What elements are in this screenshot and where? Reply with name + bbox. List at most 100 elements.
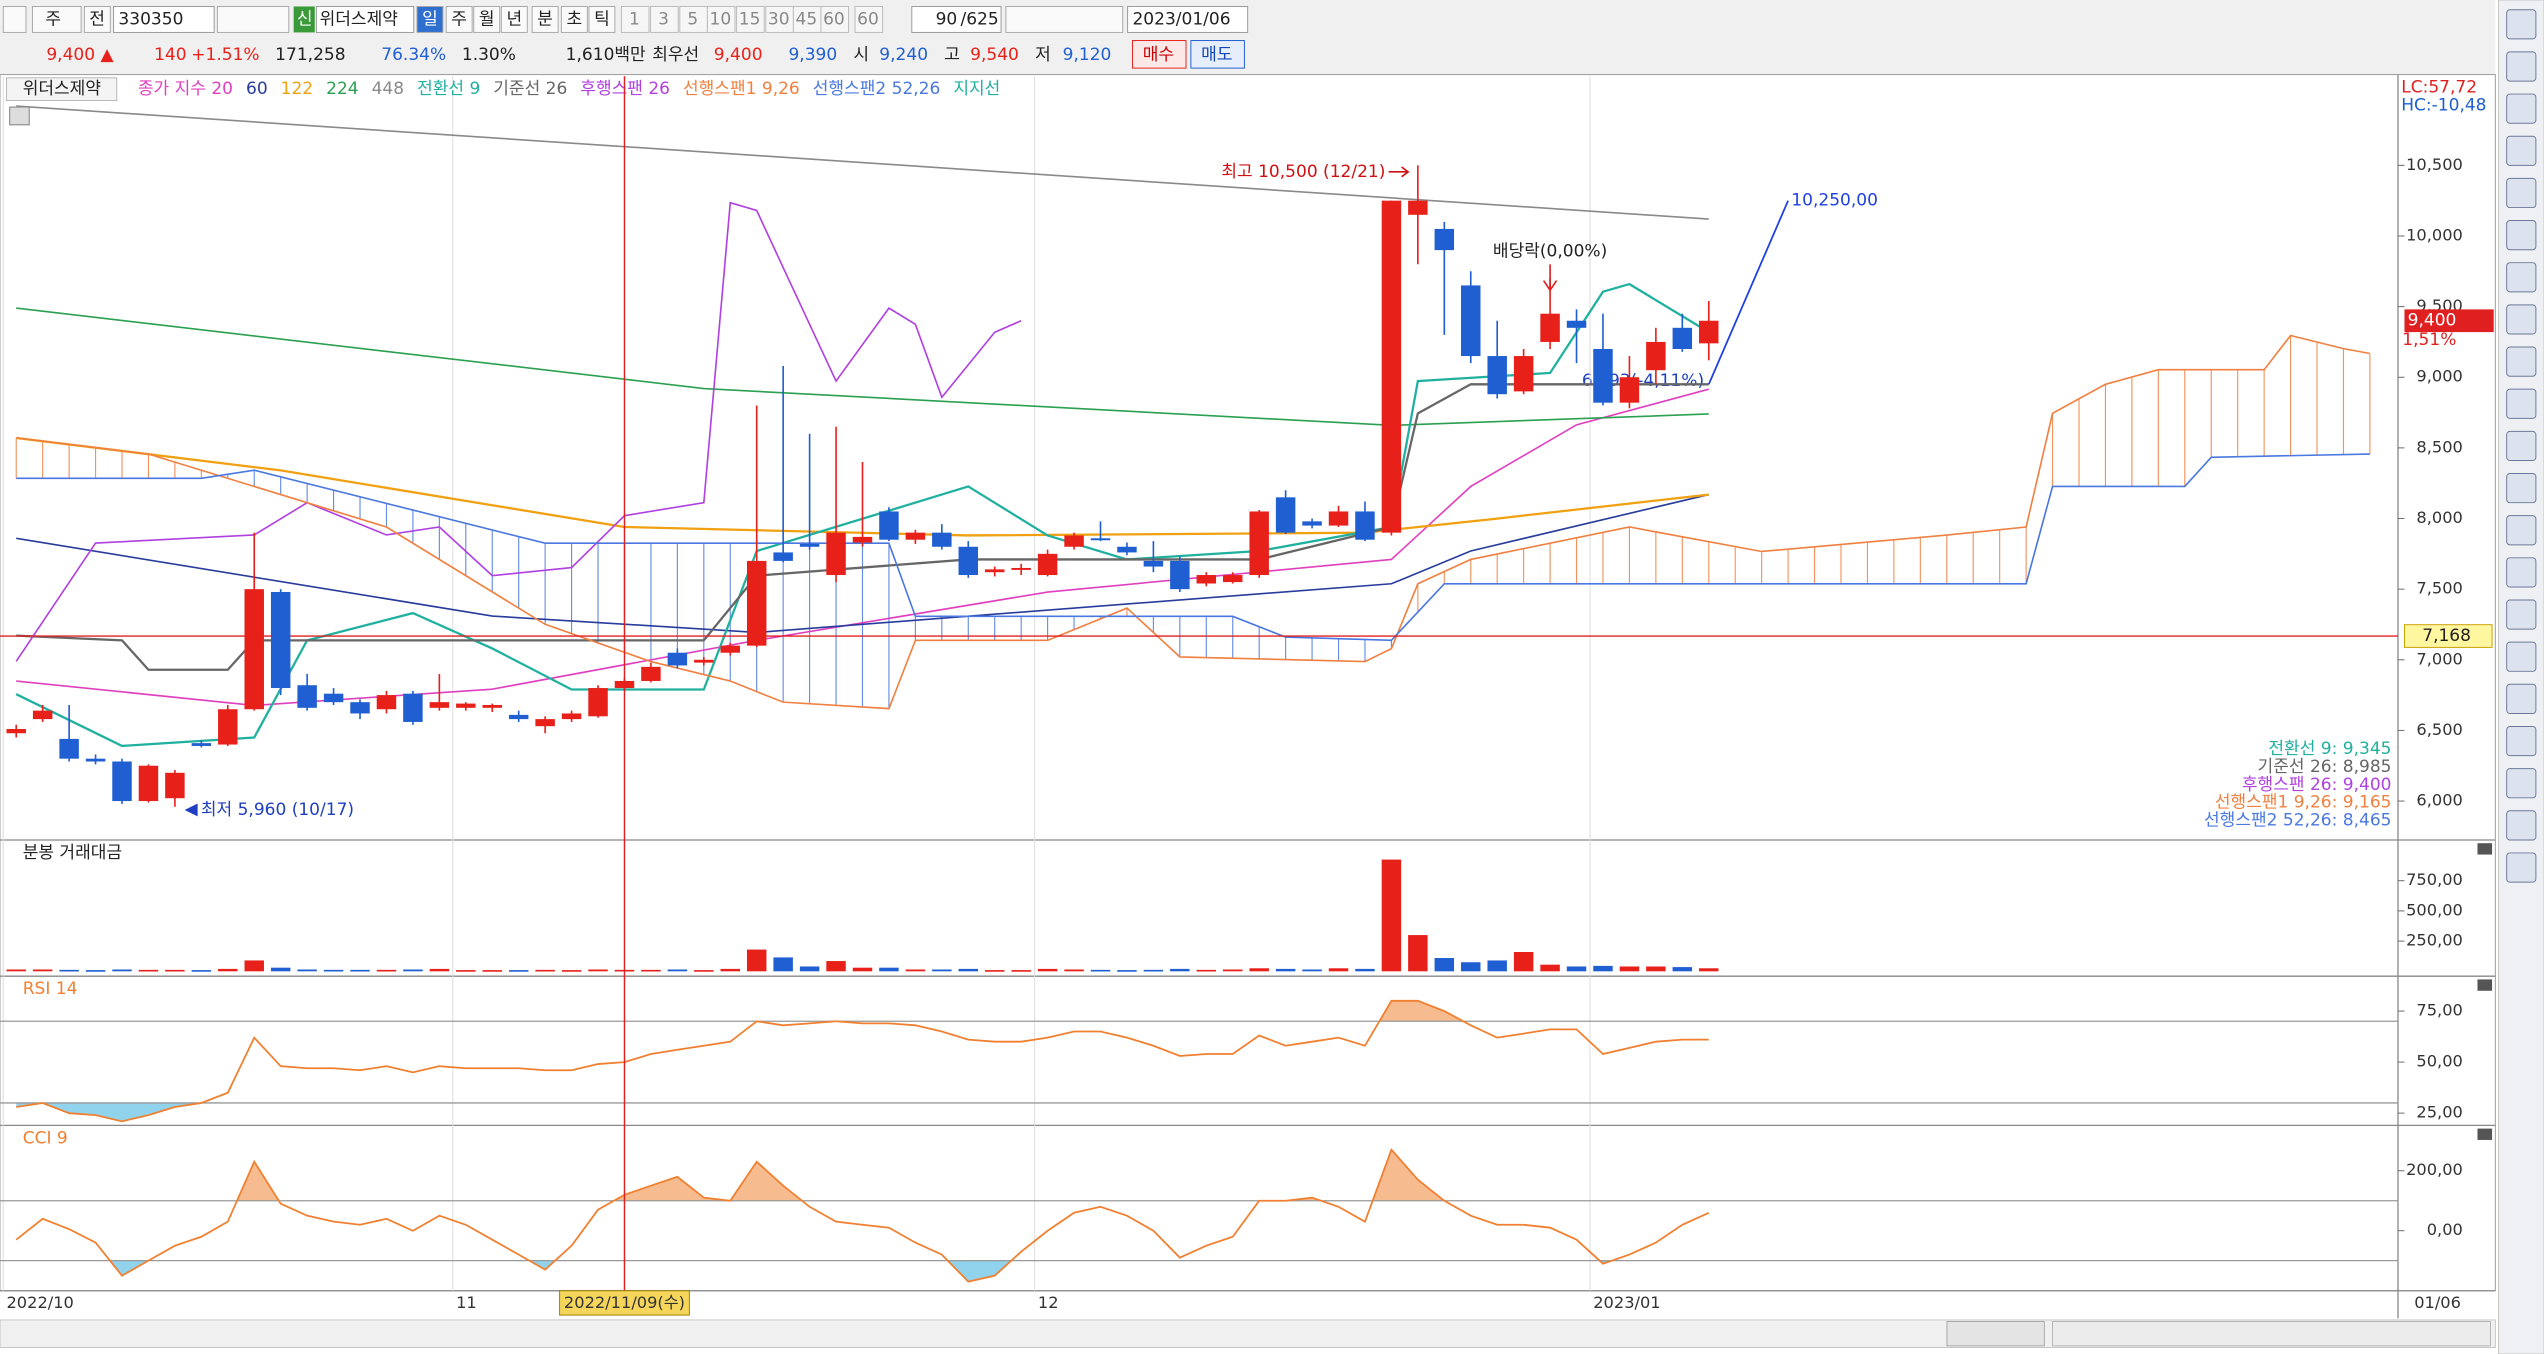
hc: HC:-10,48 bbox=[2401, 95, 2486, 115]
candle-body bbox=[1223, 575, 1243, 583]
tool-icon[interactable] bbox=[2506, 430, 2537, 462]
volume-bar bbox=[694, 970, 714, 972]
volume-bar bbox=[1646, 966, 1666, 972]
volume-bar bbox=[1170, 968, 1190, 972]
panel-button[interactable] bbox=[2477, 1128, 2493, 1140]
period-button[interactable] bbox=[531, 5, 559, 33]
tool-icon[interactable] bbox=[2506, 51, 2537, 82]
tool-icon[interactable] bbox=[2506, 725, 2537, 757]
period-button[interactable] bbox=[445, 5, 473, 33]
tool-icon[interactable] bbox=[2506, 557, 2537, 588]
volume-bar bbox=[165, 969, 185, 972]
count-input[interactable] bbox=[911, 5, 1002, 33]
code-input[interactable] bbox=[113, 5, 215, 33]
candle-body bbox=[1355, 511, 1375, 540]
tool-icon[interactable] bbox=[2506, 93, 2537, 124]
prev-button[interactable] bbox=[83, 5, 111, 33]
volume-bar bbox=[350, 969, 370, 972]
tool-icon[interactable] bbox=[2506, 304, 2537, 335]
volume-bar bbox=[218, 968, 238, 972]
legend-entry: 122 bbox=[281, 79, 313, 99]
volume-bar bbox=[244, 960, 264, 972]
tool-icon[interactable] bbox=[2506, 683, 2537, 714]
interval: 45 bbox=[796, 9, 818, 29]
credit: 신 bbox=[297, 9, 313, 29]
period-button[interactable] bbox=[416, 5, 444, 33]
candle-body bbox=[6, 729, 26, 734]
zoom-controls[interactable] bbox=[2051, 1321, 2491, 1347]
tool-icon[interactable] bbox=[2506, 135, 2537, 166]
period-button[interactable] bbox=[560, 5, 588, 33]
menu-button[interactable] bbox=[2, 5, 27, 33]
tool-icon[interactable] bbox=[2506, 599, 2537, 630]
candle-body bbox=[1646, 341, 1666, 371]
period: 분 bbox=[537, 9, 553, 29]
y-tick-label: 7,000 bbox=[2416, 649, 2462, 668]
volume-bar bbox=[746, 949, 767, 972]
search-buttons[interactable] bbox=[216, 5, 290, 33]
volume-bar bbox=[1699, 968, 1719, 972]
tool-icon[interactable] bbox=[2506, 515, 2537, 546]
candle-body bbox=[1381, 200, 1402, 533]
candle-body bbox=[403, 693, 423, 722]
price: 9,400 ▲ bbox=[46, 45, 114, 65]
high: 9,540 bbox=[970, 45, 1019, 65]
readout: 후행스팬 26: 9,400 bbox=[2242, 775, 2392, 795]
tool-buttons[interactable] bbox=[1005, 5, 1124, 33]
sell-button[interactable] bbox=[1190, 40, 1245, 69]
scroll-controls[interactable] bbox=[1946, 1321, 2045, 1347]
interval-button[interactable] bbox=[706, 5, 736, 33]
interval-button[interactable] bbox=[620, 5, 650, 33]
tool-icon[interactable] bbox=[2506, 9, 2537, 40]
interval-button[interactable] bbox=[650, 5, 679, 33]
volume-bar bbox=[6, 969, 26, 972]
period-button[interactable] bbox=[588, 5, 616, 33]
interval-button[interactable] bbox=[854, 5, 884, 33]
period-button[interactable] bbox=[473, 5, 501, 33]
open-label: 시 bbox=[853, 45, 869, 65]
interval-button[interactable] bbox=[820, 5, 850, 33]
panel-icon[interactable] bbox=[9, 106, 30, 126]
candle-body bbox=[1196, 575, 1217, 584]
tool-icon[interactable] bbox=[2506, 852, 2537, 883]
period-button[interactable] bbox=[500, 5, 528, 33]
y-tick-label: 6,000 bbox=[2416, 791, 2462, 810]
panel-button[interactable] bbox=[2477, 979, 2493, 991]
buy-button[interactable] bbox=[1131, 40, 1187, 69]
legend-entry: 224 bbox=[326, 79, 358, 99]
y-tick-label: 25,00 bbox=[2416, 1103, 2462, 1122]
tool-icon[interactable] bbox=[2506, 262, 2537, 293]
panel-button[interactable] bbox=[2477, 843, 2493, 855]
candle-body bbox=[1672, 327, 1693, 349]
low-note: 최저 5,960 (10/17) bbox=[201, 800, 354, 820]
interval-button[interactable] bbox=[792, 5, 822, 33]
interval-button[interactable] bbox=[736, 5, 765, 33]
tool-icon[interactable] bbox=[2506, 641, 2537, 672]
candle-body bbox=[1170, 560, 1190, 590]
candle-body bbox=[1064, 535, 1084, 547]
legend-entry: 전환선 9 bbox=[417, 79, 480, 99]
y-tick-label: 6,500 bbox=[2416, 720, 2462, 739]
market-select[interactable] bbox=[31, 5, 82, 33]
tool-icon[interactable] bbox=[2506, 810, 2537, 841]
candle-body bbox=[905, 532, 926, 540]
projection-label: 10,250,00 bbox=[1791, 191, 1878, 211]
volume-bar bbox=[905, 969, 926, 972]
date-label: 2022/10 bbox=[6, 1293, 73, 1312]
tool-icon[interactable] bbox=[2506, 388, 2537, 419]
date-input[interactable] bbox=[1127, 5, 1249, 33]
tool-icon[interactable] bbox=[2506, 768, 2537, 799]
candle-body bbox=[244, 589, 264, 710]
candle-body bbox=[323, 693, 344, 703]
tool-icon[interactable] bbox=[2506, 473, 2537, 504]
tool-icon[interactable] bbox=[2506, 220, 2537, 251]
volume-bar bbox=[323, 969, 344, 972]
tool-icon[interactable] bbox=[2506, 346, 2537, 377]
candle-body bbox=[1434, 228, 1455, 251]
period: 틱 bbox=[594, 9, 610, 29]
candle-body bbox=[1619, 377, 1640, 403]
tool-icon[interactable] bbox=[2506, 177, 2537, 209]
candle-body bbox=[852, 536, 873, 543]
legend-entry: 선행스팬2 52,26 bbox=[813, 79, 941, 99]
